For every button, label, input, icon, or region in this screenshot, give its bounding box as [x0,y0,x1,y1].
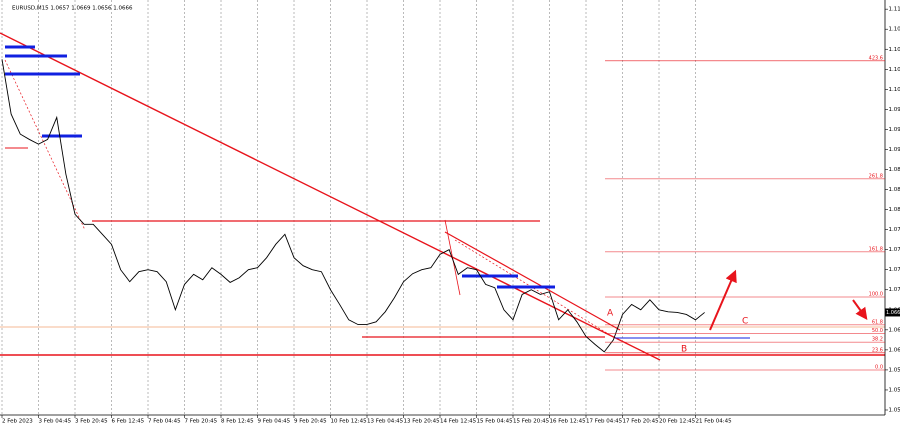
arrow [852,299,868,320]
y-tick-label: 1.079 [889,227,900,233]
y-tick-label: 1.091 [889,147,900,153]
y-tick-label: 1.109 [889,27,900,33]
x-tick-label: 3 Feb 04:45 [39,419,72,425]
x-tick-label: 17 Feb 04:45 [586,419,623,425]
y-tick-label: 1.094 [889,127,900,133]
x-tick-label: 14 Feb 12:45 [440,419,477,425]
x-tick-label: 8 Feb 12:45 [221,419,254,425]
y-tick-label: 1.097 [889,107,900,113]
x-tick-label: 10 Feb 12:45 [331,419,368,425]
trend-line [0,32,661,361]
y-tick-label: 1.070 [889,287,900,293]
x-tick-label: 3 Feb 20:45 [75,419,108,425]
fib-label: 38.2 [872,337,883,343]
last-price-box [885,308,900,317]
y-tick-label: 1.106 [889,47,900,53]
fib-label: 261.8 [869,173,883,179]
chart-title: EURUSD,M15 1.0657 1.0669 1.0656 1.0666 [12,6,133,12]
fib-label: 23.6 [872,347,883,353]
y-tick-label: 1.112 [889,7,900,13]
fib-label: 161.8 [869,246,883,252]
x-tick-label: 9 Feb 20:45 [294,419,327,425]
y-tick-label: 1.100 [889,87,900,93]
y-tick-label: 1.073 [889,267,900,273]
x-tick-label: 17 Feb 20:45 [623,419,660,425]
x-tick-label: 15 Feb 20:45 [513,419,550,425]
y-tick-label: 1.103 [889,67,900,73]
y-tick-label: 1.055 [889,387,900,393]
x-tick-label: 13 Feb 04:45 [367,419,404,425]
grid [1,0,696,415]
y-tick-label: 1.082 [889,207,900,213]
x-tick-label: 20 Feb 12:45 [659,419,696,425]
wave-label: B [681,345,687,355]
fib-label: 423.6 [869,55,883,61]
x-tick-label: 2 Feb 2023 [2,419,33,425]
x-tick-label: 16 Feb 12:45 [550,419,587,425]
y-tick-label: 1.088 [889,167,900,173]
y-tick-label: 1.064 [889,327,900,333]
price-line [1,59,705,353]
last-price-label: 1.0666 [886,310,900,316]
y-tick-label: 1.061 [889,347,900,353]
wave-label: C [742,317,748,327]
dotted-line [4,59,86,231]
fib-label: 0.0 [875,365,883,371]
fib-label: 61.8 [872,319,883,325]
fib-label: 100.0 [869,292,883,298]
y-tick-label: 1.052 [889,407,900,413]
wave-label: A [607,309,614,319]
x-tick-label: 15 Feb 04:45 [477,419,514,425]
drawings [0,32,885,361]
arrow [709,269,737,331]
x-tick-label: 7 Feb 04:45 [148,419,181,425]
y-tick-label: 1.076 [889,247,900,253]
x-tick-label: 9 Feb 04:45 [258,419,291,425]
x-tick-label: 13 Feb 20:45 [404,419,441,425]
x-tick-label: 6 Feb 12:45 [112,419,145,425]
y-tick-label: 1.085 [889,187,900,193]
x-tick-label: 7 Feb 20:45 [185,419,218,425]
trend-line [444,219,461,296]
fib-label: 50.0 [872,328,883,334]
x-tick-label: 21 Feb 04:45 [696,419,733,425]
trend-line [444,231,621,331]
y-tick-label: 1.058 [889,367,900,373]
